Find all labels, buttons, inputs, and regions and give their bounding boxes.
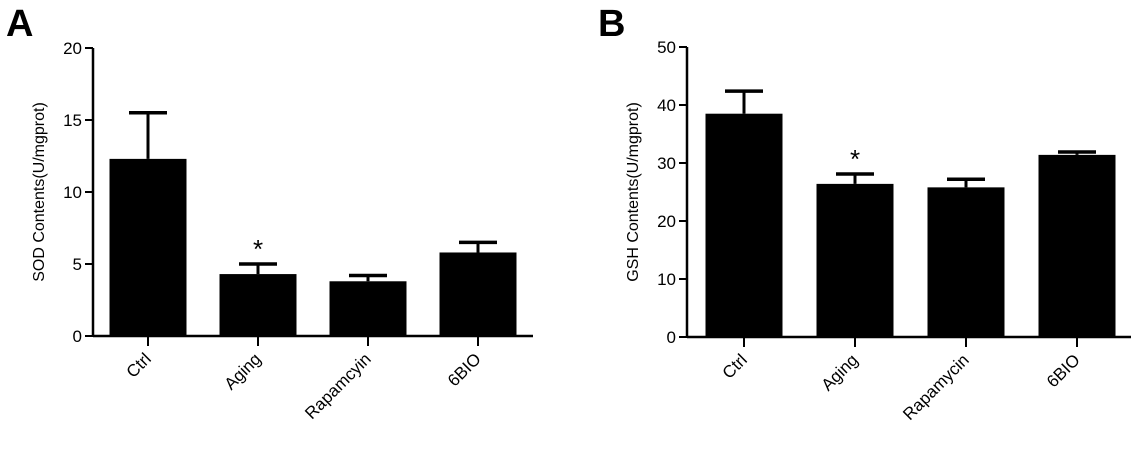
x-tick-label: Aging: [818, 350, 862, 394]
y-tick-label: 15: [63, 111, 82, 130]
x-tick-label: Rapamycin: [899, 350, 973, 424]
bar-aging: [219, 274, 297, 336]
y-axis-title: SOD Contents(U/mgprot): [31, 102, 48, 282]
x-tick-label: Ctrl: [123, 349, 155, 381]
y-tick-label: 5: [73, 255, 82, 274]
significance-marker: *: [850, 144, 860, 174]
y-tick-label: 20: [63, 39, 82, 58]
y-axis-title: GSH Contents(U/mgprot): [625, 102, 642, 282]
significance-marker: *: [253, 234, 263, 264]
x-tick-label: 6BIO: [444, 349, 485, 390]
bar-ctrl: [705, 113, 783, 337]
y-tick-label: 30: [657, 154, 676, 173]
gsh-chart: 0 10 20 30 40 50 GSH Contents(U/mgprot) Ctrl Agi…: [625, 38, 1131, 424]
x-tick-label: Ctrl: [719, 350, 751, 382]
y-tick-label: 0: [73, 327, 82, 346]
y-tick-label: 40: [657, 96, 676, 115]
y-tick-label: 0: [667, 328, 676, 347]
bar-aging: [816, 183, 894, 337]
x-tick-label: 6BIO: [1043, 350, 1084, 391]
y-tick-label: 50: [657, 38, 676, 57]
panel-letter-a: A: [6, 3, 33, 45]
x-tick-label: Rapamcyin: [301, 349, 375, 423]
bar-6bio: [1038, 154, 1116, 337]
bar-6bio: [439, 252, 517, 336]
y-tick-label: 10: [63, 183, 82, 202]
bar-rapamcyin: [329, 281, 407, 336]
y-tick-label: 20: [657, 212, 676, 231]
sod-chart: 0 5 10 15 20 SOD Contents(U/mgprot) Ctrl Aging *…: [31, 39, 533, 423]
x-tick-label: Aging: [221, 349, 265, 393]
y-tick-label: 10: [657, 270, 676, 289]
bar-rapamycin: [927, 187, 1005, 337]
panel-letter-b: B: [598, 3, 625, 45]
bar-ctrl: [109, 158, 187, 336]
